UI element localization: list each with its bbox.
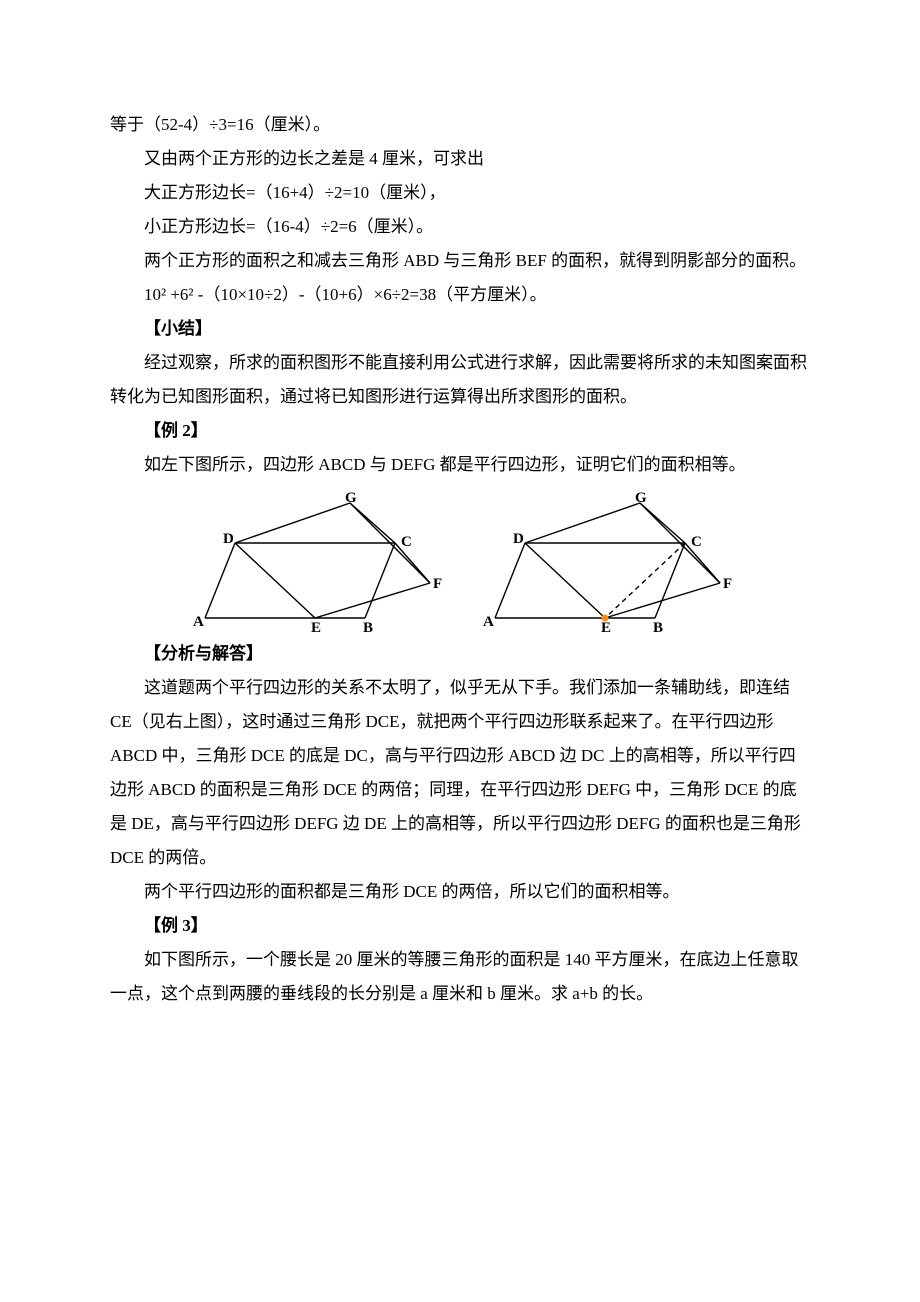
svg-text:C: C [691,534,702,550]
svg-text:A: A [193,614,204,630]
figure-left: A B C D E F G [185,488,445,633]
svg-text:E: E [601,620,611,633]
body-text: 大正方形边长=（16+4）÷2=10（厘米）， [110,176,810,210]
section-heading: 【例 2】 [110,414,810,448]
body-text: 经过观察，所求的面积图形不能直接利用公式进行求解，因此需要将所求的未知图案面积转… [110,346,810,414]
svg-text:G: G [635,490,647,506]
svg-text:B: B [363,620,373,633]
page: 等于（52-4）÷3=16（厘米）。 又由两个正方形的边长之差是 4 厘米，可求… [0,0,920,1302]
body-text: 如左下图所示，四边形 ABCD 与 DEFG 都是平行四边形，证明它们的面积相等… [110,448,810,482]
body-text: 10² +6² -（10×10÷2）-（10+6）×6÷2=38（平方厘米）。 [110,278,810,312]
body-text: 两个平行四边形的面积都是三角形 DCE 的两倍，所以它们的面积相等。 [110,875,810,909]
svg-text:B: B [653,620,663,633]
body-text: 如下图所示，一个腰长是 20 厘米的等腰三角形的面积是 140 平方厘米，在底边… [110,943,810,1011]
body-text: 又由两个正方形的边长之差是 4 厘米，可求出 [110,142,810,176]
svg-text:F: F [723,576,732,592]
svg-text:D: D [223,531,234,547]
section-heading: 【例 3】 [110,909,810,943]
body-text: 两个正方形的面积之和减去三角形 ABD 与三角形 BEF 的面积，就得到阴影部分… [110,244,810,278]
svg-text:C: C [401,534,412,550]
svg-text:F: F [433,576,442,592]
section-heading: 【分析与解答】 [110,637,810,671]
section-heading: 【小结】 [110,312,810,346]
figure-right: A B C D E F G [475,488,735,633]
svg-text:D: D [513,531,524,547]
svg-text:A: A [483,614,494,630]
body-text: 等于（52-4）÷3=16（厘米）。 [110,108,810,142]
svg-text:E: E [311,620,321,633]
body-text: 这道题两个平行四边形的关系不太明了，似乎无从下手。我们添加一条辅助线，即连结 C… [110,671,810,875]
body-text: 小正方形边长=（16-4）÷2=6（厘米）。 [110,210,810,244]
figures-row: A B C D E F G A B C D E F G [110,488,810,633]
svg-text:G: G [345,490,357,506]
